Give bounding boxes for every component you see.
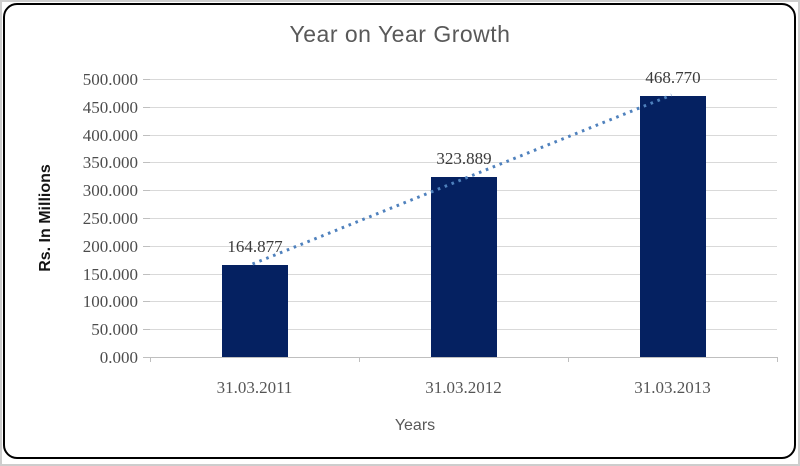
y-axis-tick bbox=[143, 135, 150, 136]
x-axis-tick-label: 31.03.2011 bbox=[216, 378, 293, 397]
x-axis-title: Years bbox=[394, 417, 436, 434]
bar-data-label: 164.877 bbox=[227, 237, 283, 256]
y-axis-tick bbox=[143, 274, 150, 275]
y-axis-tick-label: 150.000 bbox=[82, 265, 138, 284]
x-axis-tick bbox=[777, 357, 778, 362]
trendline-dotted bbox=[251, 93, 673, 266]
y-axis-tick-label: 200.000 bbox=[82, 237, 138, 256]
x-axis-tick bbox=[568, 357, 569, 362]
bar-31.03.2011 bbox=[222, 265, 288, 357]
y-axis-tick bbox=[143, 79, 150, 80]
y-axis-tick bbox=[143, 329, 150, 330]
y-axis-tick bbox=[143, 190, 150, 191]
x-axis-tick bbox=[150, 357, 151, 362]
y-axis-tick-label: 0.000 bbox=[99, 348, 138, 367]
gridline bbox=[150, 135, 777, 136]
y-axis-tick-label: 450.000 bbox=[82, 98, 138, 117]
bar-data-label: 468.770 bbox=[645, 68, 701, 87]
chart-title: Year on Year Growth bbox=[289, 21, 511, 47]
y-axis-tick-label: 500.000 bbox=[82, 70, 138, 89]
y-axis-tick bbox=[143, 246, 150, 247]
bar-31.03.2012 bbox=[431, 177, 497, 357]
y-axis-tick-label: 50.000 bbox=[91, 320, 138, 339]
chart-border bbox=[3, 3, 796, 459]
y-axis-tick-label: 250.000 bbox=[82, 209, 138, 228]
bar-data-label: 323.889 bbox=[436, 149, 492, 168]
gridline bbox=[150, 162, 777, 163]
y-axis-tick-label: 100.000 bbox=[82, 292, 138, 311]
bar-31.03.2013 bbox=[640, 96, 706, 357]
x-axis-tick-label: 31.03.2012 bbox=[425, 378, 502, 397]
gridline bbox=[150, 79, 777, 80]
y-axis-tick bbox=[143, 107, 150, 108]
y-axis-tick bbox=[143, 162, 150, 163]
x-axis-tick-label: 31.03.2013 bbox=[634, 378, 711, 397]
y-axis-tick bbox=[143, 357, 150, 358]
gridline bbox=[150, 107, 777, 108]
y-axis-tick bbox=[143, 218, 150, 219]
y-axis-tick-label: 400.000 bbox=[82, 126, 138, 145]
y-axis-tick bbox=[143, 301, 150, 302]
x-axis-tick bbox=[359, 357, 360, 362]
y-axis-tick-label: 300.000 bbox=[82, 181, 138, 200]
x-axis-line bbox=[150, 357, 778, 358]
y-axis-tick-label: 350.000 bbox=[82, 153, 138, 172]
